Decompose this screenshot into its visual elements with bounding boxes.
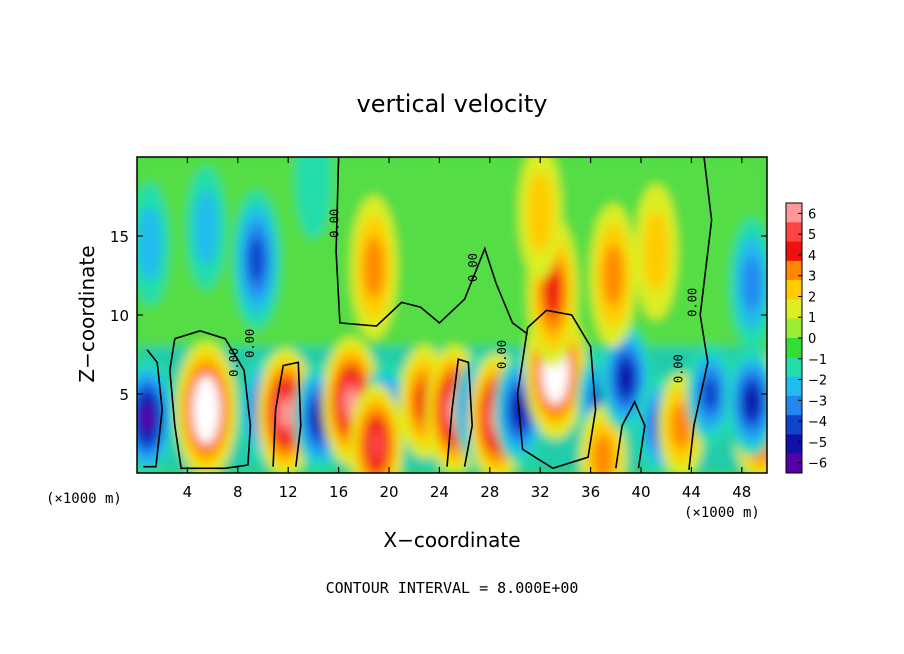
x-unit-left: (×1000 m) [46, 491, 122, 507]
x-tick-label: 4 [183, 483, 193, 501]
contour-label: 0.00 [227, 348, 241, 377]
colorbar: 6 5 4 3 2 1 0 −1 −2 −3 −4 −5 −6 [785, 202, 827, 474]
downdraft-cell-29 [729, 217, 767, 349]
updraft-cell-25 [350, 195, 398, 340]
velocity-field [137, 157, 767, 473]
contour-label: 0.00 [243, 329, 257, 358]
colorbar-swatch [786, 318, 802, 339]
colorbar-swatch [786, 280, 802, 300]
colorbar-swatch [786, 395, 802, 416]
downdraft-cell-31 [295, 157, 332, 239]
colorbar-tick-label: −3 [808, 394, 827, 409]
zero-contour-updraft-1 [168, 329, 252, 470]
zero-contour-5 [615, 400, 646, 469]
updraft-cell-7 [349, 383, 404, 473]
colorbar-tick-label: −4 [808, 415, 827, 430]
x-axis-label: X−coordinate [383, 528, 520, 552]
colorbar-swatch [786, 434, 802, 455]
colorbar-swatch [786, 222, 802, 242]
colorbar-tick-label: 4 [808, 249, 816, 264]
x-tick-label: 32 [531, 483, 550, 501]
x-tick-label: 20 [379, 483, 398, 501]
colorbar-tick-label: 0 [808, 332, 816, 347]
x-tick-label: 12 [279, 483, 298, 501]
chart-title: vertical velocity [357, 90, 548, 118]
updraft-cell-28 [634, 183, 678, 320]
colorbar-swatch [786, 241, 802, 262]
zero-contour-3 [272, 361, 302, 467]
x-axis-ticks: 4 8 12 16 20 24 28 32 36 40 44 48 [183, 157, 751, 501]
x-tick-label: 16 [329, 483, 348, 501]
x-tick-label: 28 [480, 483, 499, 501]
colorbar-tick-label: −2 [808, 374, 827, 389]
zero-contour-4 [446, 358, 474, 467]
updraft-cell-27 [589, 203, 637, 348]
colorbar-swatch [786, 415, 802, 435]
contour-label: 0.00 [672, 354, 686, 383]
colorbar-tick-label: −6 [808, 457, 827, 472]
colorbar-tick-label: 6 [808, 207, 816, 222]
x-tick-label: 48 [732, 483, 751, 501]
colorbar-tick-label: 5 [808, 228, 816, 243]
downdraft-cell-12 [494, 355, 546, 465]
x-tick-label: 40 [631, 483, 650, 501]
x-tick-label: 44 [682, 483, 701, 501]
updraft-cell-0 [175, 341, 238, 473]
contour-label: 0.00 [685, 288, 699, 317]
colorbar-swatch [786, 299, 802, 320]
plot-area: 0.000.000.000.000.000.000.00 [137, 157, 767, 473]
colorbar-swatch [786, 376, 802, 397]
x-tick-label: 8 [233, 483, 243, 501]
y-tick-label: 15 [110, 228, 129, 246]
contour-label: 0.00 [495, 340, 509, 369]
colorbar-swatch [786, 357, 802, 377]
x-tick-label: 36 [581, 483, 600, 501]
colorbar-tick-label: 1 [808, 311, 816, 326]
updraft-cell-30 [518, 157, 562, 281]
downdraft-cell-22 [232, 190, 281, 330]
contour-interval-note: CONTOUR INTERVAL = 8.000E+00 [326, 579, 579, 597]
zero-contour-left [143, 349, 164, 468]
downdraft-cell-1 [137, 359, 175, 473]
contour-label: 0.00 [328, 209, 342, 238]
y-tick-label: 5 [119, 386, 129, 404]
colorbar-swatch [786, 338, 802, 358]
colorbar-tick-label: 3 [808, 270, 816, 285]
downdraft-cell-24 [137, 182, 170, 306]
colorbar-swatch [786, 453, 802, 474]
colorbar-swatch [786, 260, 802, 281]
zero-contour-upper [335, 157, 529, 335]
downdraft-cell-23 [186, 166, 227, 290]
x-unit-right: (×1000 m) [684, 505, 760, 521]
zero-contours: 0.000.000.000.000.000.000.00 [143, 157, 713, 470]
colorbar-tick-label: −1 [808, 353, 827, 368]
colorbar-tick-label: 2 [808, 290, 816, 305]
zero-contour-updraft-2 [516, 309, 597, 470]
y-tick-label: 10 [110, 307, 129, 325]
y-axis-ticks: 5 10 15 [110, 228, 767, 404]
colorbar-swatch [786, 203, 802, 223]
contour-label: 0.00 [466, 253, 480, 282]
y-axis-label: Z−coordinate [75, 245, 99, 382]
zero-contour-right [688, 157, 713, 470]
colorbar-tick-label: −5 [808, 436, 827, 451]
x-tick-label: 24 [430, 483, 449, 501]
downdraft-cell-21 [726, 347, 767, 457]
